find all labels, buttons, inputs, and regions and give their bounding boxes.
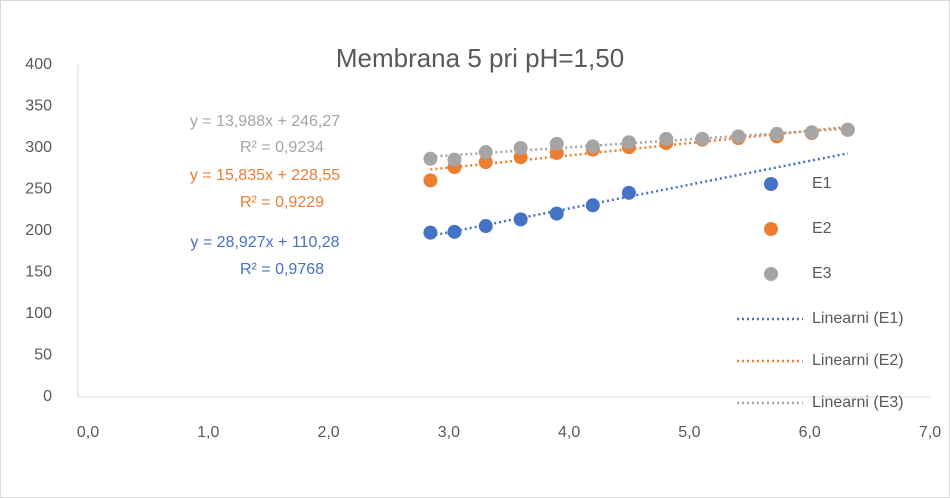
point (549, 206, 564, 221)
legend-label: Linearni (E3) (812, 394, 904, 411)
x-tick-label: 0,0 (77, 424, 99, 441)
x-tick-label: 4,0 (558, 424, 580, 441)
point (513, 141, 528, 155)
point (513, 212, 528, 227)
point (549, 136, 564, 151)
point (423, 225, 438, 240)
y-tick-label: 150 (25, 264, 52, 281)
trend-r2: R² = 0,9229 (240, 194, 324, 211)
point (585, 198, 600, 213)
trend-r2: R² = 0,9234 (240, 139, 324, 156)
point (621, 135, 636, 150)
x-tick-label: 7,0 (919, 424, 941, 441)
y-tick-label: 350 (25, 98, 52, 115)
chart-title: Membrana 5 pri pH=1,50 (336, 43, 624, 73)
legend-marker (764, 177, 778, 191)
legend-label: E1 (812, 175, 832, 192)
x-tick-label: 5,0 (678, 424, 700, 441)
point (478, 155, 493, 170)
y-tick-label: 200 (25, 222, 52, 239)
trend-r2: R² = 0,9768 (240, 261, 324, 278)
point (423, 173, 438, 188)
legend-marker (764, 267, 778, 281)
point (731, 129, 746, 144)
x-tick-label: 3,0 (438, 424, 460, 441)
x-tick-label: 1,0 (197, 424, 219, 441)
y-tick-label: 0 (43, 388, 52, 405)
trendline (430, 152, 849, 238)
point (621, 185, 636, 200)
point (804, 125, 819, 140)
y-tick-label: 100 (25, 305, 52, 322)
y-tick-label: 50 (34, 347, 52, 364)
legend-marker (764, 222, 778, 236)
point (840, 122, 855, 137)
trend-equation: y = 13,988x + 246,27 (190, 113, 340, 130)
point (478, 219, 493, 234)
point (447, 152, 462, 167)
x-tick-label: 6,0 (799, 424, 821, 441)
legend-label: E2 (812, 220, 832, 237)
point (585, 139, 600, 154)
legend-label: E3 (812, 265, 832, 282)
y-tick-label: 400 (25, 56, 52, 73)
point (423, 151, 438, 166)
x-tick-label: 2,0 (317, 424, 339, 441)
trend-equation: y = 15,835x + 228,55 (190, 167, 340, 184)
point (447, 224, 462, 239)
point (695, 131, 710, 146)
point (769, 126, 784, 141)
y-tick-label: 300 (25, 139, 52, 156)
legend-label: Linearni (E2) (812, 352, 904, 369)
y-tick-label: 250 (25, 181, 52, 198)
legend-label: Linearni (E1) (812, 310, 904, 327)
point (478, 145, 493, 160)
trend-equation: y = 28,927x + 110,28 (190, 234, 339, 251)
point (659, 131, 674, 146)
